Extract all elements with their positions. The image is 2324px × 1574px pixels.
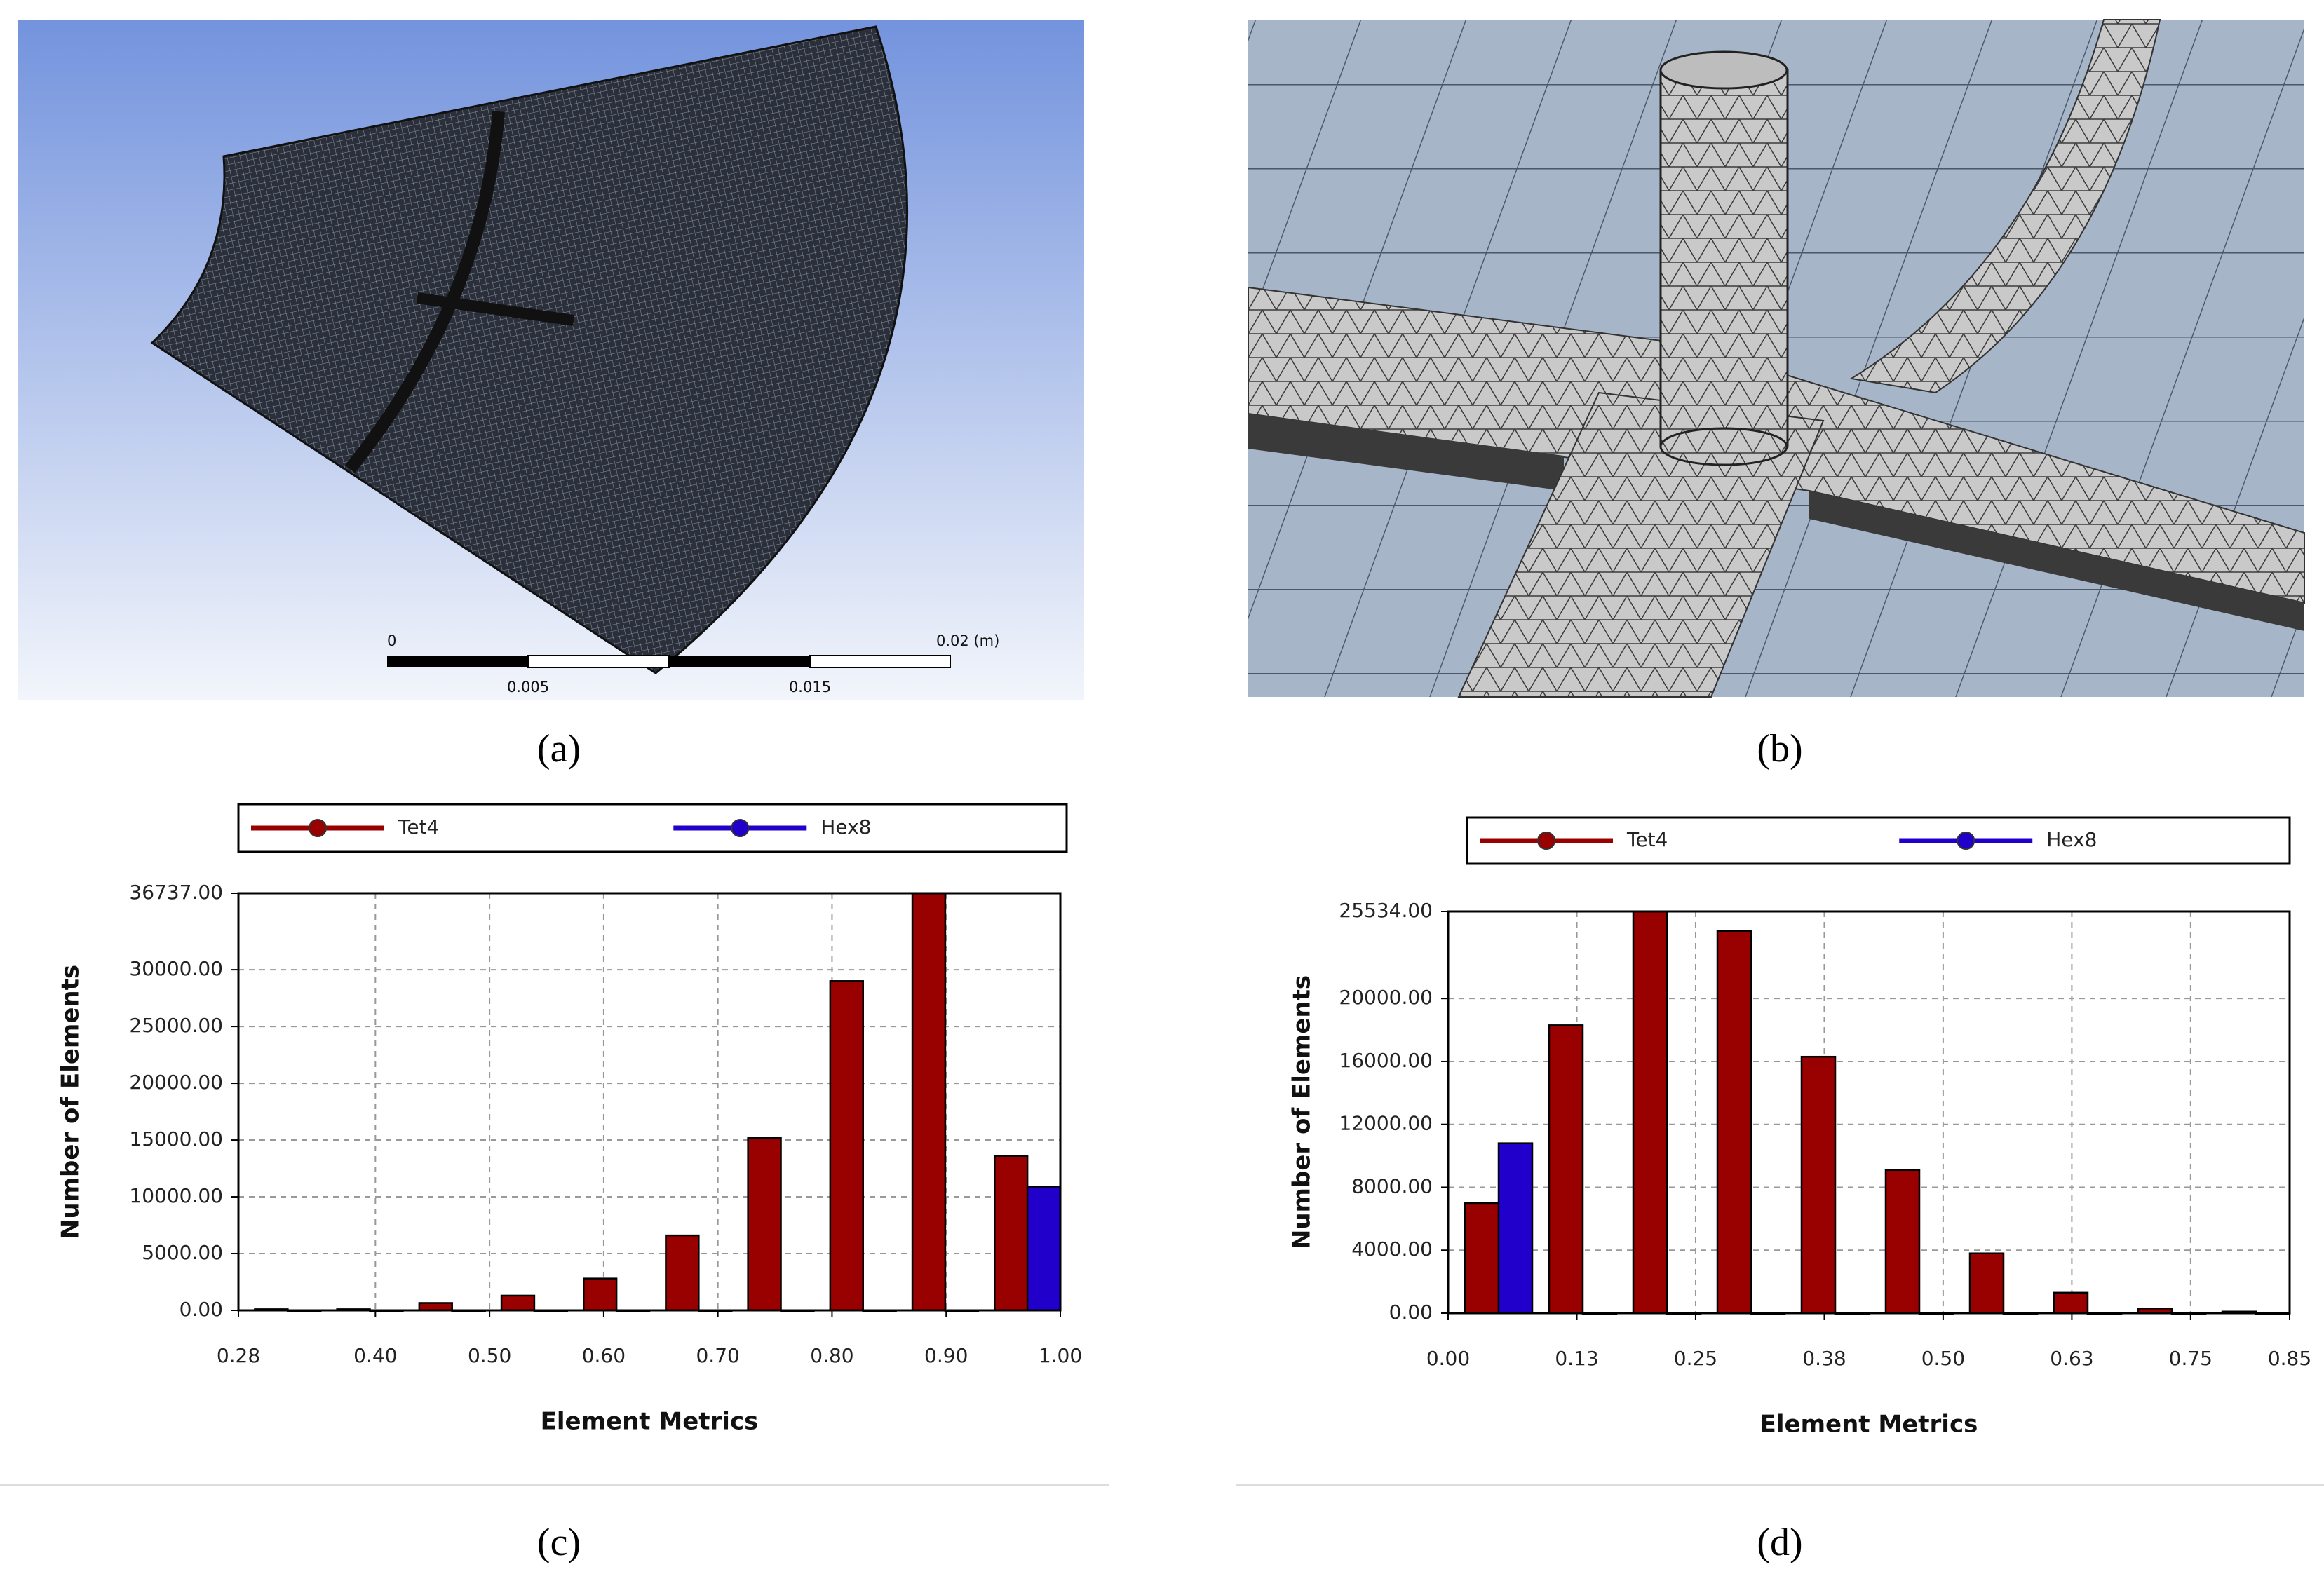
x-tick-label: 0.38	[1802, 1347, 1846, 1370]
panel-label: (a)	[537, 727, 581, 771]
mesh-strip	[344, 111, 505, 473]
channel-side	[1248, 414, 1564, 491]
chart: 0.28 0.40 0.50 0.60 0.70 0.80 0.90 1.00 0.00 5000…	[57, 803, 1082, 1436]
x-axis-label: Element Metrics	[1760, 1411, 1978, 1439]
bar	[1464, 1202, 1500, 1315]
x-tick-label: 0.85	[2268, 1347, 2311, 1370]
plot-frame	[1447, 910, 2291, 1315]
bar	[1026, 1186, 1062, 1312]
x-tick-label: 0.50	[1921, 1347, 1965, 1370]
legend-marker	[1957, 832, 1975, 850]
y-tick-label: 25534.00	[1339, 899, 1433, 922]
bar	[1716, 930, 1752, 1315]
bar	[582, 1277, 618, 1312]
scale-bar: 0 0.005 0.015 0.02 (m)	[387, 632, 999, 696]
bar	[1548, 1024, 1584, 1315]
legend-marker	[1537, 832, 1555, 850]
bar	[911, 892, 947, 1312]
channel-side	[1809, 491, 2304, 631]
legend-label: Hex8	[820, 815, 871, 839]
legend-marker	[731, 819, 750, 837]
bar	[1632, 910, 1668, 1315]
y-tick-label: 12000.00	[1339, 1112, 1433, 1135]
mesh-image-a: 0 0.005 0.015 0.02 (m)	[18, 20, 1084, 700]
bar	[829, 980, 864, 1312]
x-tick-label: 0.50	[468, 1344, 511, 1367]
plot-area	[1448, 911, 2290, 1313]
x-tick-label: 0.40	[353, 1344, 397, 1367]
chart: 0.00 0.13 0.25 0.38 0.50 0.63 0.75 0.85 0.00 4000…	[1288, 816, 2311, 1439]
x-tick-label: 0.28	[217, 1344, 260, 1367]
legend-marker	[309, 819, 327, 837]
legend-label: Hex8	[2046, 828, 2097, 851]
x-tick-label: 0.60	[582, 1344, 626, 1367]
mesh-strip	[416, 292, 575, 326]
scale-label: 0.005	[507, 679, 549, 696]
y-tick-label: 16000.00	[1339, 1049, 1433, 1072]
bar	[1800, 1055, 1837, 1315]
fan-mesh	[150, 25, 909, 674]
y-tick-label: 10000.00	[129, 1184, 223, 1207]
panel-label: (c)	[537, 1521, 581, 1564]
plot-frame	[237, 892, 1062, 1312]
scale-label: 0.015	[789, 679, 831, 696]
panel-label: (d)	[1757, 1521, 1802, 1564]
y-axis-label: Number of Elements	[1288, 975, 1316, 1249]
scale-label: 0.02 (m)	[936, 632, 999, 649]
bar	[2053, 1291, 2089, 1315]
bar	[418, 1302, 453, 1312]
x-tick-label: 1.00	[1039, 1344, 1082, 1367]
bar	[993, 1155, 1029, 1312]
x-tick-label: 0.90	[924, 1344, 968, 1367]
y-tick-label: 5000.00	[142, 1241, 223, 1264]
bar	[1968, 1252, 2005, 1315]
bar	[747, 1137, 782, 1312]
channel	[1849, 19, 2161, 394]
y-tick-label: 0.00	[180, 1298, 223, 1321]
x-tick-label: 0.13	[1555, 1347, 1598, 1370]
bar	[500, 1294, 536, 1312]
panel-label: (b)	[1757, 727, 1802, 771]
scale-label: 0	[387, 632, 396, 649]
legend-label: Tet4	[1626, 828, 1668, 851]
x-tick-label: 0.80	[810, 1344, 853, 1367]
legend-label: Tet4	[398, 815, 439, 839]
mesh-image-b	[1248, 19, 2305, 698]
x-tick-label: 0.63	[2050, 1347, 2093, 1370]
bar	[1884, 1169, 1921, 1315]
x-tick-label: 0.70	[696, 1344, 739, 1367]
x-tick-label: 0.75	[2169, 1347, 2212, 1370]
y-tick-label: 0.00	[1389, 1301, 1433, 1324]
y-tick-label: 8000.00	[1351, 1174, 1433, 1198]
bar	[665, 1234, 700, 1312]
y-tick-label: 4000.00	[1351, 1237, 1433, 1261]
cylinder-top	[1659, 50, 1788, 90]
y-tick-label: 36737.00	[129, 881, 223, 904]
cylinder	[1659, 69, 1789, 448]
x-tick-label: 0.25	[1674, 1347, 1717, 1370]
x-tick-label: 0.00	[1426, 1347, 1470, 1370]
cylinder-base	[1659, 427, 1788, 466]
x-axis-label: Element Metrics	[541, 1408, 759, 1436]
y-tick-label: 30000.00	[129, 957, 223, 980]
y-tick-label: 20000.00	[129, 1071, 223, 1094]
y-axis-label: Number of Elements	[57, 965, 85, 1239]
bar	[1497, 1142, 1534, 1315]
y-tick-label: 25000.00	[129, 1014, 223, 1037]
y-tick-label: 20000.00	[1339, 986, 1433, 1009]
y-tick-label: 15000.00	[129, 1127, 223, 1151]
